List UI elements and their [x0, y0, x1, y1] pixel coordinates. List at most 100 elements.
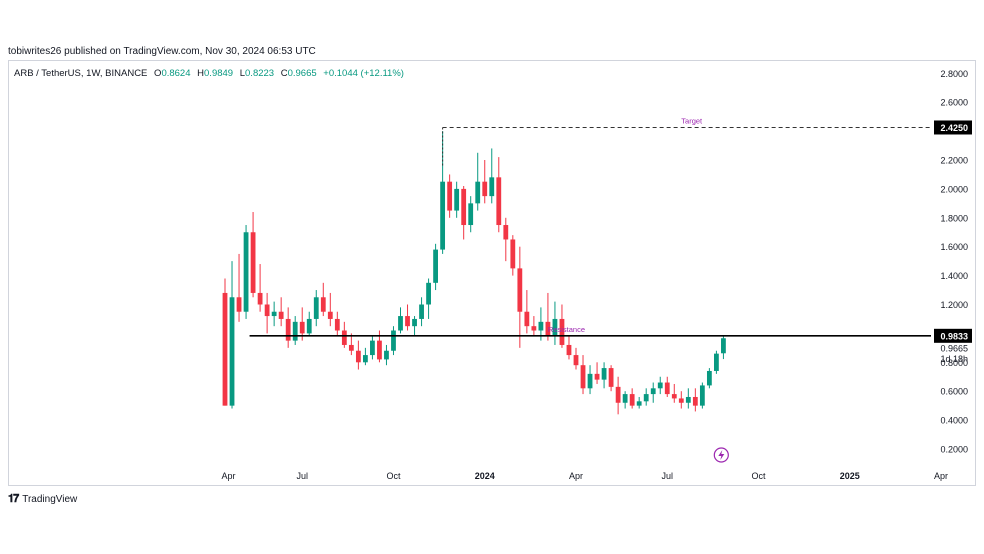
- low-value: 0.8223: [245, 68, 275, 79]
- overlays-layer: Resistance Target: [249, 116, 931, 463]
- footer-brand[interactable]: 𝟏𝟕 TradingView: [8, 493, 77, 506]
- candle-body: [419, 304, 424, 319]
- candle-body: [699, 385, 705, 406]
- candle-body: [306, 318, 312, 334]
- symbol-label[interactable]: ARB / TetherUS, 1W, BINANCE: [14, 68, 148, 79]
- candle-body: [348, 344, 354, 351]
- candle-body: [714, 353, 719, 371]
- candle-body: [320, 297, 326, 312]
- footer-logo-text: TradingView: [22, 494, 78, 505]
- chart-frame[interactable]: [8, 60, 976, 486]
- candle-body: [622, 394, 628, 403]
- candle-body: [363, 355, 368, 363]
- candle-body: [461, 188, 467, 226]
- time-tick-label: Oct: [752, 471, 767, 481]
- price-tick-label: 0.8000: [940, 358, 968, 368]
- change-value: +0.1044 (+12.11%): [323, 68, 404, 79]
- candle-body: [426, 282, 431, 305]
- price-tick-label: 2.0000: [940, 184, 968, 194]
- candle-body: [706, 370, 712, 386]
- candles-layer: [222, 131, 726, 415]
- resistance-price-label: 0.9833: [940, 331, 968, 341]
- time-tick-label: Apr: [569, 471, 583, 481]
- candle-body: [440, 181, 446, 250]
- candle-body: [334, 318, 340, 331]
- candle-body: [657, 382, 663, 389]
- price-tick-label: 0.4000: [940, 416, 968, 426]
- time-tick-label: Oct: [386, 471, 401, 481]
- candle-body: [524, 311, 530, 327]
- time-tick-label: Jul: [296, 471, 308, 481]
- candle-body: [664, 382, 670, 395]
- candle-body: [538, 321, 544, 331]
- candle-body: [671, 394, 677, 399]
- candle-body: [292, 321, 298, 341]
- price-tick-label: 2.2000: [940, 156, 968, 166]
- resistance-label: Resistance: [548, 325, 585, 334]
- open-label: O: [154, 68, 162, 79]
- candle-body: [250, 232, 256, 293]
- high-value: 0.9849: [204, 68, 234, 79]
- candle-body: [615, 386, 621, 403]
- candle-body: [721, 338, 726, 354]
- chart-legend: ARB / TetherUS, 1W, BINANCE O0.8624 H0.9…: [14, 68, 404, 79]
- candle-body: [243, 232, 249, 312]
- price-tick-label: 1.8000: [940, 213, 968, 223]
- candle-body: [271, 311, 277, 317]
- candle-body: [685, 396, 691, 403]
- candle-body: [643, 394, 649, 402]
- candle-body: [636, 401, 642, 406]
- candle-body: [278, 311, 284, 319]
- time-tick-label: 2025: [840, 471, 860, 481]
- candle-body: [573, 355, 579, 366]
- candle-body: [229, 297, 235, 406]
- candle-body: [264, 304, 270, 317]
- candle-body: [692, 396, 698, 406]
- candle-body: [341, 330, 347, 345]
- candle-body: [587, 373, 593, 389]
- candle-body: [503, 225, 509, 240]
- lightning-icon: [713, 447, 729, 463]
- high-label: H: [197, 68, 205, 79]
- close-label: C: [280, 68, 288, 79]
- low-label: L: [239, 68, 246, 79]
- candle-body: [377, 340, 382, 360]
- candle-body: [678, 398, 684, 403]
- candle-body: [601, 368, 607, 380]
- candle-body: [355, 350, 361, 363]
- candle-body: [517, 268, 523, 312]
- candle-body: [580, 365, 586, 389]
- price-tick-label: 1.4000: [940, 271, 968, 281]
- time-tick-label: Apr: [934, 471, 948, 481]
- time-axis: AprJulOct2024AprJulOct2025AprJul: [222, 471, 949, 481]
- target-price-label: 2.4250: [940, 123, 968, 133]
- candle-body: [327, 311, 333, 319]
- candle-body: [391, 330, 396, 351]
- price-tick-label: 2.8000: [940, 69, 968, 79]
- candle-body: [566, 344, 572, 356]
- candle-body: [545, 321, 551, 337]
- target-label: Target: [681, 116, 703, 125]
- candle-body: [405, 316, 410, 327]
- candle-body: [257, 292, 263, 305]
- price-tick-label: 1.2000: [940, 300, 968, 310]
- tradingview-logo-icon: 𝟏𝟕: [8, 493, 19, 505]
- price-tick-label: 1.6000: [940, 242, 968, 252]
- candle-body: [468, 203, 474, 226]
- candle-body: [489, 177, 495, 197]
- candle-body: [594, 373, 600, 380]
- countdown-label: 1d 18h: [940, 354, 968, 364]
- candle-body: [285, 318, 291, 341]
- open-value: 0.8624: [161, 68, 191, 79]
- candle-body: [447, 181, 453, 211]
- candle-body: [475, 181, 481, 204]
- candle-body: [299, 321, 305, 334]
- candle-body: [482, 181, 488, 197]
- price-tick-label: 0.6000: [940, 387, 968, 397]
- price-tick-label: 0.2000: [940, 445, 968, 455]
- candle-body: [313, 297, 319, 319]
- candle-body: [433, 249, 438, 283]
- candle-body: [629, 394, 635, 406]
- candle-body: [370, 340, 375, 356]
